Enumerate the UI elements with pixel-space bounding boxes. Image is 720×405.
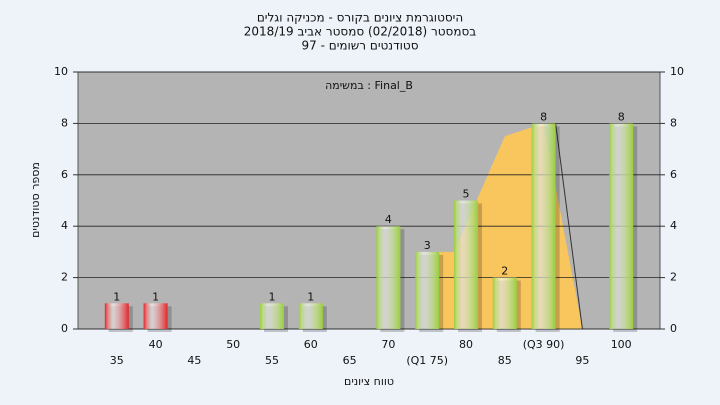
x-tick-label: 40	[149, 338, 163, 351]
x-tick-label: 65	[343, 354, 357, 367]
chart-subtitle: בסמסטר (02/2018) סמסטר אביב 2018/19	[244, 25, 476, 39]
x-tick-label: 55	[265, 354, 279, 367]
data-label: 8	[618, 110, 625, 123]
x-tick-label: 100	[611, 338, 632, 351]
y-tick-label: 2	[61, 271, 68, 284]
x-tick-label: 85	[498, 354, 512, 367]
x-tick-label: 35	[110, 354, 124, 367]
y-tick-label: 10	[54, 65, 68, 78]
y-tick-label: 8	[61, 116, 68, 129]
x-tick-label: 45	[187, 354, 201, 367]
bar	[531, 123, 556, 330]
y2-tick-label: 0	[670, 322, 677, 335]
y2-tick-label: 6	[670, 168, 677, 181]
x-tick-label: (Q3 90)	[523, 338, 565, 351]
data-label: 2	[501, 265, 508, 278]
y2-tick-label: 8	[670, 116, 677, 129]
data-label: 8	[540, 110, 547, 123]
x-axis-label: טווח ציונים	[344, 375, 394, 388]
y2-tick-label: 10	[670, 65, 684, 78]
data-label: 1	[152, 290, 159, 303]
y2-tick-label: 2	[670, 271, 677, 284]
bar	[104, 303, 129, 329]
bar	[492, 277, 517, 329]
data-label: 1	[113, 290, 120, 303]
bar	[415, 251, 440, 329]
x-tick-label: 70	[381, 338, 395, 351]
y-axis-label: מספר סטודנטים	[29, 162, 42, 238]
data-label: 4	[385, 213, 392, 226]
y-tick-label: 6	[61, 168, 68, 181]
x-tick-label: 80	[459, 338, 473, 351]
x-tick-label: 60	[304, 338, 318, 351]
chart-subtitle: סטודנטים רשומים - 97	[301, 39, 418, 53]
data-label: 1	[269, 290, 276, 303]
x-tick-label: 50	[226, 338, 240, 351]
bar	[143, 303, 168, 329]
data-label: 5	[463, 188, 470, 201]
chart-title: היסטוגרמת ציונים בקורס - מכניקה וגלים	[257, 11, 463, 25]
data-label: 3	[424, 239, 431, 252]
data-label: 1	[307, 290, 314, 303]
bar	[260, 303, 284, 329]
bar	[609, 123, 634, 330]
y-tick-label: 4	[61, 219, 68, 232]
y2-tick-label: 4	[670, 219, 677, 232]
y-tick-label: 0	[61, 322, 68, 335]
bar	[376, 226, 401, 329]
x-tick-label: (Q1 75)	[406, 354, 448, 367]
bar	[298, 303, 323, 329]
annotation: במשימה : Final_B	[325, 79, 413, 92]
bar	[454, 200, 478, 329]
x-tick-label: 95	[575, 354, 589, 367]
